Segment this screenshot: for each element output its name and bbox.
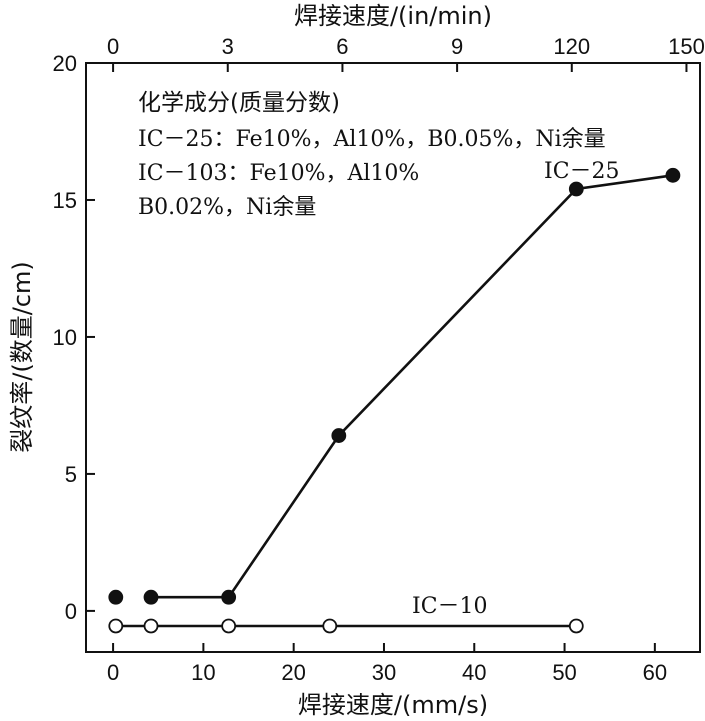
top-tick-label: 6 [336, 34, 348, 59]
series-line-ic25 [151, 174, 674, 599]
x-tick-label: 50 [552, 660, 576, 685]
y-tick-label: 5 [65, 462, 77, 487]
x-tick-label: 20 [281, 660, 305, 685]
series-lines [115, 174, 674, 628]
x-tick-label: 10 [191, 660, 215, 685]
composition-line-2: IC－103：Fe10%，Al10% [138, 161, 419, 186]
left-axis-ticks: 0 5 10 15 20 [53, 51, 95, 624]
data-point-ic10-2 [143, 618, 159, 634]
series-label-ic10: IC－10 [412, 594, 488, 619]
series-label-ic25: IC－25 [544, 159, 620, 184]
top-tick-label: 120 [553, 34, 590, 59]
x-tick-label: 40 [462, 660, 486, 685]
data-point-ic25-1 [108, 589, 124, 605]
data-point-ic10-5 [568, 618, 584, 634]
composition-line-3: B0.02%，Ni余量 [138, 195, 316, 220]
y-axis-label: 裂纹率/(数量/cm) [8, 261, 36, 452]
y-tick-label: 0 [65, 599, 77, 624]
y-tick-label: 15 [53, 188, 77, 213]
top-tick-label: 3 [222, 34, 234, 59]
top-tick-label: 9 [451, 34, 463, 59]
series-points [108, 167, 681, 634]
x-tick-label: 0 [107, 660, 119, 685]
composition-note: 化学成分(质量分数) IC－25：Fe10%，Al10%，B0.05%，Ni余量… [138, 90, 606, 220]
data-point-ic10-1 [108, 618, 124, 634]
data-point-ic25-4 [331, 428, 347, 443]
bottom-axis-ticks: 0 10 20 30 40 50 60 [107, 643, 667, 685]
plot-frame [85, 62, 701, 653]
data-point-ic10-4 [322, 618, 338, 634]
top-axis-ticks: 0 3 6 9 120 150 [107, 34, 705, 72]
data-point-ic10-3 [221, 618, 237, 634]
x-tick-label: 30 [372, 660, 396, 685]
data-point-ic25-5 [568, 181, 584, 197]
top-tick-label: 150 [668, 34, 705, 59]
x-axis-label: 焊接速度/(mm/s) [298, 691, 488, 719]
top-axis-label: 焊接速度/(in/min) [294, 2, 492, 30]
data-point-ic25-3 [221, 589, 237, 605]
composition-title: 化学成分(质量分数) [138, 90, 340, 116]
data-point-ic25-2 [143, 589, 159, 605]
composition-line-1: IC－25：Fe10%，Al10%，B0.05%，Ni余量 [138, 127, 606, 152]
x-tick-label: 60 [643, 660, 667, 685]
y-tick-label: 20 [53, 51, 77, 76]
y-tick-label: 10 [53, 325, 77, 350]
data-point-ic25-6 [665, 167, 681, 183]
top-tick-label: 0 [107, 34, 119, 59]
